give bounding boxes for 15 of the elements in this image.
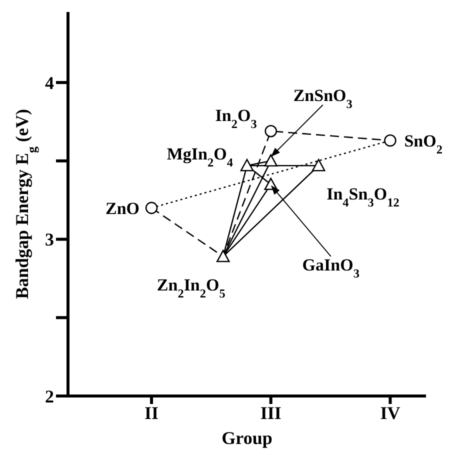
annotation: ZnSnO$_{3}$ bbox=[293, 86, 352, 111]
x-tick-label: IV bbox=[380, 402, 400, 423]
x-tick-label: III bbox=[260, 402, 282, 423]
annotation: In$_{2}$O$_{3}$ bbox=[215, 106, 257, 132]
annotation: GaInO$_{3}$ bbox=[302, 255, 360, 280]
annotation: MgIn$_{2}$O$_{4}$ bbox=[166, 144, 233, 170]
annotation: SnO$_{2}$ bbox=[404, 132, 442, 157]
y-tick-label: 2 bbox=[45, 386, 54, 406]
y-tick-label: 3 bbox=[45, 230, 54, 250]
annotation: In$_{4}$Sn$_{3}$O$_{12}$ bbox=[326, 184, 400, 210]
annotation: Zn$_{2}$In$_{2}$O$_{5}$ bbox=[156, 276, 226, 301]
x-tick-label: II bbox=[144, 402, 159, 423]
annotation: ZnO bbox=[106, 198, 140, 218]
x-axis-title: Group bbox=[222, 428, 272, 448]
y-tick-label: 4 bbox=[45, 72, 54, 93]
